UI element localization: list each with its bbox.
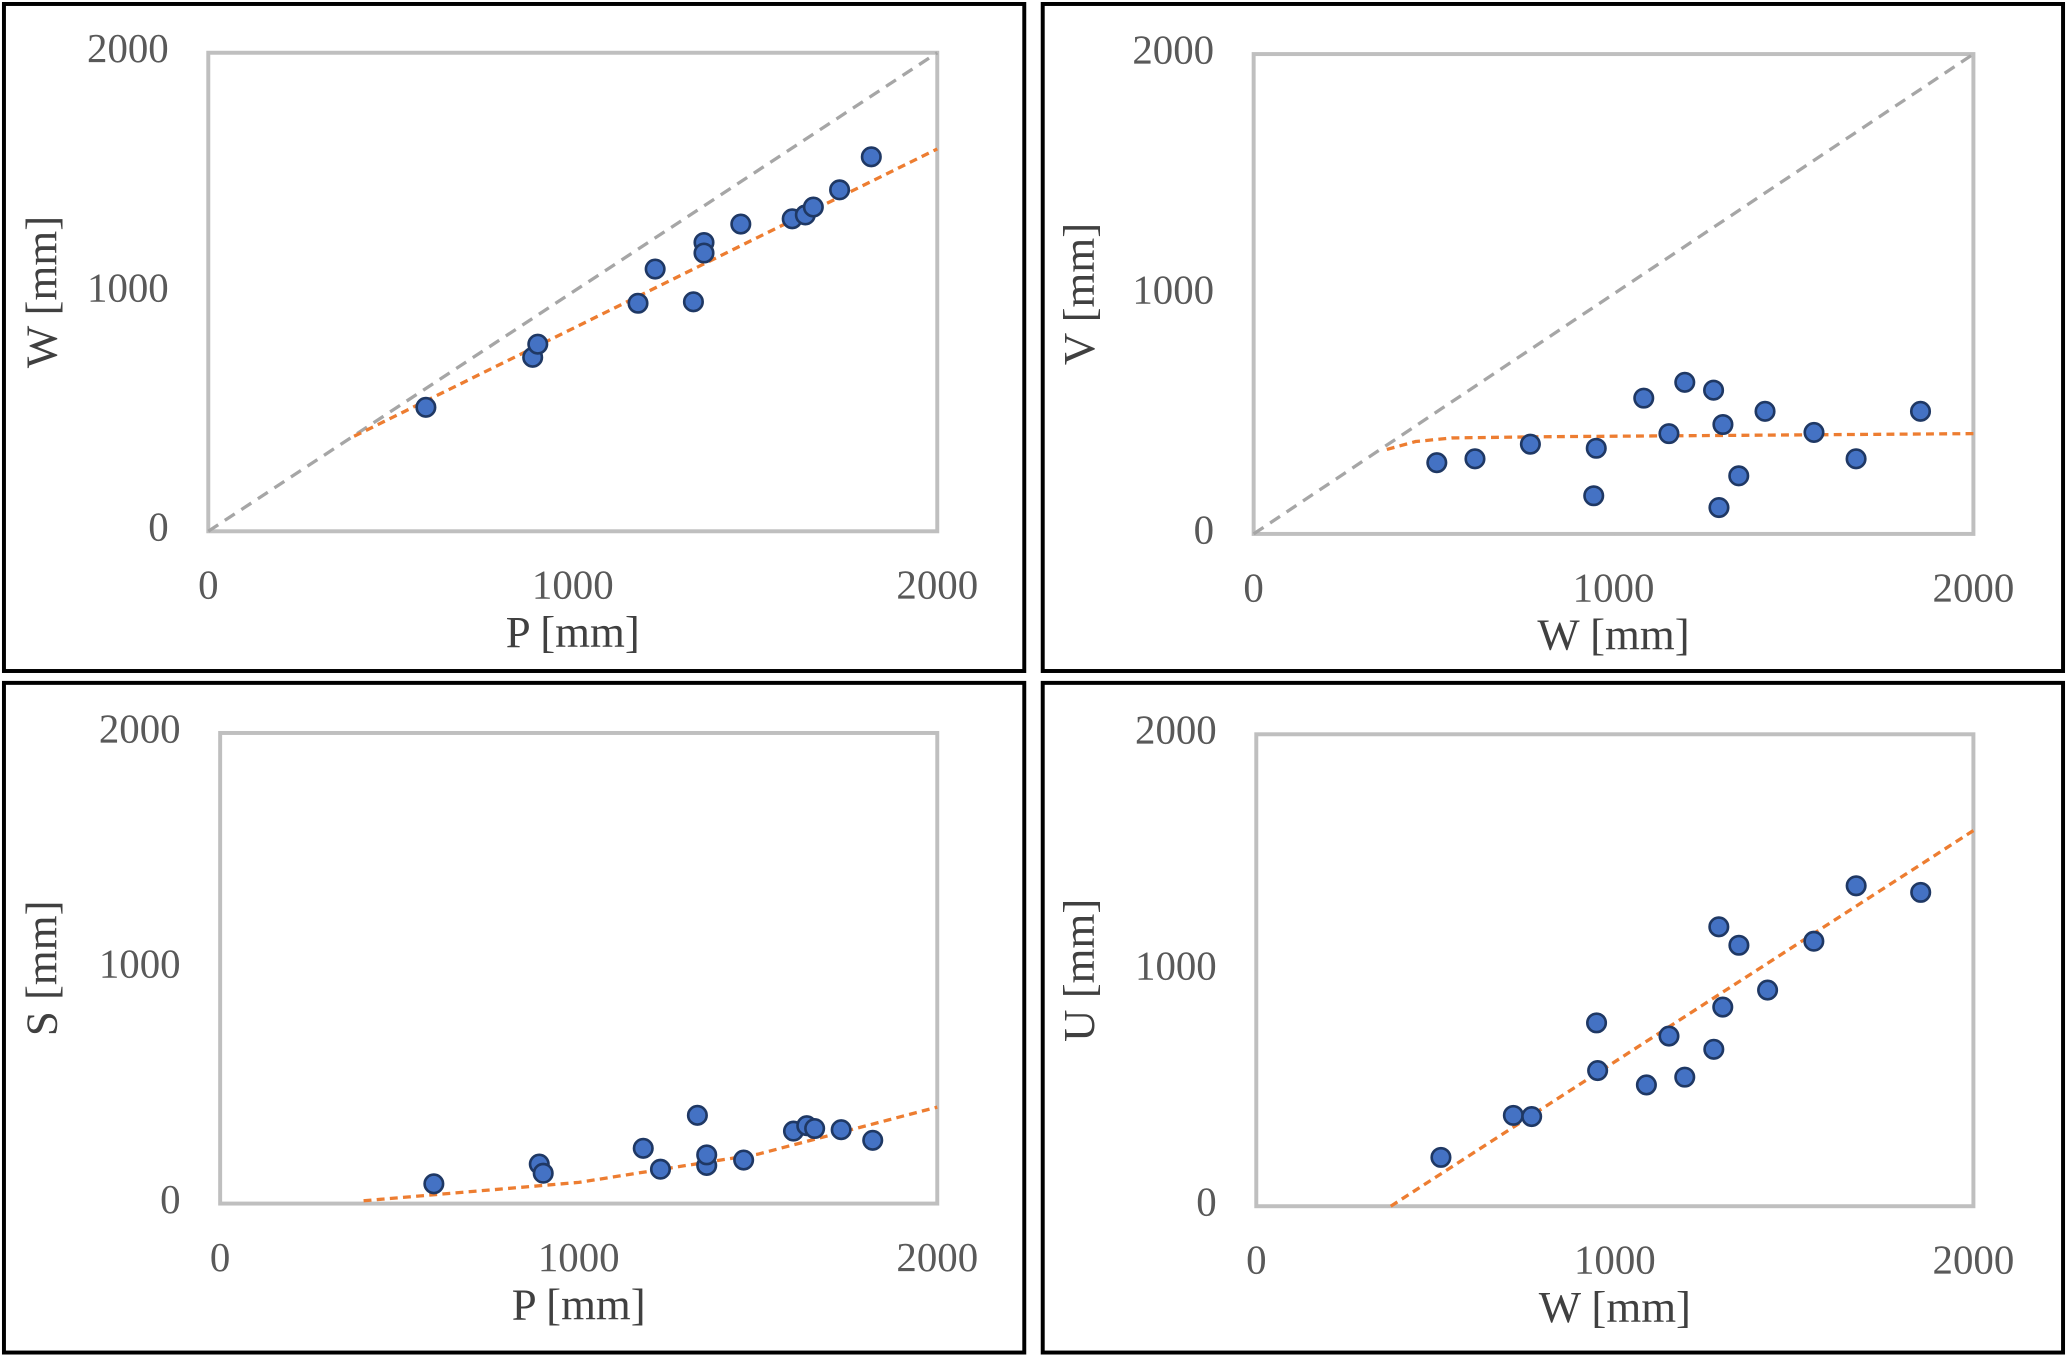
- x-tick-label: 1000: [538, 1235, 620, 1280]
- data-point: [1587, 1059, 1609, 1082]
- data-point: [1674, 1066, 1696, 1088]
- y-axis-title: W [mm]: [16, 216, 66, 368]
- x-tick-label: 0: [198, 563, 218, 608]
- data-point: [1803, 930, 1825, 952]
- data-point: [632, 1137, 654, 1159]
- data-point: [1910, 881, 1932, 903]
- y-tick-label: 0: [1196, 1180, 1216, 1225]
- x-tick-label: 0: [1246, 1238, 1266, 1283]
- data-point: [1585, 437, 1607, 459]
- x-axis-title: P [mm]: [506, 607, 640, 657]
- data-point: [1658, 1025, 1680, 1047]
- y-tick-label: 2000: [1135, 708, 1217, 753]
- x-tick-label: 2000: [896, 563, 978, 608]
- trend-line: [1252, 52, 1975, 536]
- data-point: [682, 291, 704, 313]
- data-point: [804, 1117, 826, 1140]
- data-point: [693, 242, 715, 264]
- x-tick-label: 2000: [1933, 565, 2015, 610]
- x-axis-title: W [mm]: [1539, 1282, 1691, 1332]
- data-point: [1754, 400, 1776, 422]
- data-point: [1521, 1106, 1543, 1128]
- data-point: [1728, 465, 1750, 487]
- data-point: [1703, 379, 1725, 401]
- data-point: [696, 1144, 718, 1166]
- trend-line: [207, 51, 939, 533]
- panel-border: [1040, 680, 2066, 1355]
- data-point: [1519, 433, 1541, 455]
- data-point: [1426, 452, 1448, 474]
- y-axis-title: U [mm]: [1054, 899, 1104, 1042]
- data-point: [415, 396, 437, 418]
- data-point: [627, 292, 649, 314]
- data-point: [1708, 496, 1730, 519]
- panel-border: [1, 680, 1027, 1355]
- x-tick-label: 2000: [1933, 1238, 2015, 1283]
- y-tick-label: 2000: [87, 26, 169, 71]
- data-point: [860, 146, 882, 168]
- data-point: [1703, 1038, 1725, 1060]
- data-point: [1712, 996, 1734, 1018]
- y-tick-label: 2000: [99, 706, 181, 751]
- y-tick-label: 0: [1194, 507, 1214, 552]
- data-point: [1586, 1012, 1608, 1034]
- data-point: [1708, 916, 1730, 938]
- data-point: [532, 1162, 554, 1184]
- panel-border: [1040, 2, 2066, 673]
- x-tick-label: 2000: [896, 1235, 978, 1280]
- data-point: [1712, 413, 1734, 436]
- y-tick-label: 0: [148, 505, 168, 550]
- y-tick-label: 0: [160, 1177, 180, 1222]
- data-point: [1430, 1146, 1452, 1168]
- data-point: [1845, 448, 1867, 470]
- data-point: [1803, 421, 1825, 443]
- data-point: [733, 1149, 755, 1171]
- plot-frame: [218, 730, 940, 1206]
- data-point: [423, 1173, 445, 1195]
- data-point: [829, 179, 851, 201]
- data-point: [1502, 1104, 1524, 1126]
- x-axis-title: P [mm]: [512, 1279, 646, 1329]
- x-tick-label: 0: [1243, 565, 1263, 610]
- data-point: [1633, 387, 1655, 409]
- data-point: [1583, 485, 1605, 507]
- y-tick-label: 1000: [87, 265, 169, 310]
- data-point: [1658, 423, 1680, 445]
- plot-frame: [1254, 732, 1976, 1209]
- data-point: [644, 258, 666, 280]
- x-tick-label: 1000: [1573, 565, 1655, 610]
- x-axis-title: W [mm]: [1537, 610, 1689, 660]
- panel-border: [1, 2, 1027, 673]
- trend-line: [1386, 431, 1974, 452]
- data-point: [830, 1119, 852, 1141]
- data-point: [1909, 400, 1932, 422]
- data-point: [802, 196, 824, 218]
- data-point: [686, 1104, 708, 1126]
- data-point: [1635, 1074, 1657, 1096]
- data-point: [1757, 979, 1779, 1001]
- data-point: [649, 1158, 672, 1180]
- y-tick-label: 1000: [1132, 267, 1214, 312]
- y-tick-label: 1000: [99, 942, 181, 987]
- data-point: [1728, 934, 1750, 956]
- x-tick-label: 1000: [532, 563, 614, 608]
- data-point: [862, 1129, 884, 1151]
- data-point: [1845, 875, 1867, 897]
- y-axis-title: S [mm]: [16, 900, 66, 1036]
- data-point: [527, 333, 549, 355]
- trend-line: [1389, 829, 1975, 1208]
- y-axis-title: V [mm]: [1054, 223, 1104, 365]
- y-tick-label: 1000: [1135, 944, 1217, 989]
- x-tick-label: 0: [210, 1235, 230, 1280]
- y-tick-label: 2000: [1132, 27, 1214, 72]
- x-tick-label: 1000: [1574, 1238, 1656, 1283]
- data-point: [1674, 371, 1696, 393]
- data-point: [1464, 448, 1486, 470]
- data-point: [730, 213, 752, 235]
